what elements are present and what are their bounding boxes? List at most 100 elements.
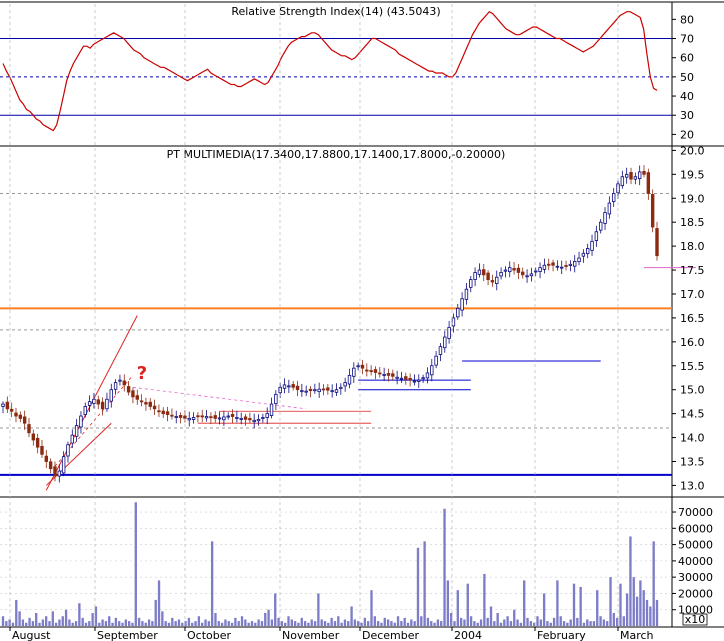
- candle-body: [295, 385, 300, 391]
- panel-frames: [0, 1, 724, 628]
- candle: [581, 249, 586, 263]
- candle-body: [243, 416, 248, 420]
- volume-bar: [459, 617, 463, 626]
- candle: [508, 261, 512, 278]
- candle-body: [352, 367, 356, 377]
- candle-body: [620, 176, 625, 187]
- volume-bar: [539, 619, 542, 626]
- candle-body: [287, 385, 291, 388]
- candle: [421, 374, 425, 383]
- candle: [598, 218, 603, 234]
- candle: [187, 411, 191, 427]
- candle-body: [100, 401, 105, 410]
- volume-bar: [25, 622, 28, 626]
- volume-bar: [582, 622, 586, 626]
- candle-body: [642, 171, 646, 175]
- volume-bar: [217, 621, 220, 626]
- candle-body: [22, 416, 27, 424]
- candle: [27, 418, 31, 438]
- candle: [547, 258, 551, 271]
- volume-bar: [526, 617, 529, 626]
- candle-body: [178, 415, 183, 418]
- candle: [391, 369, 395, 380]
- candle-body: [326, 387, 330, 391]
- candle: [430, 359, 434, 382]
- candle: [144, 397, 148, 411]
- volume-bar: [403, 617, 406, 626]
- candle-body: [248, 418, 252, 421]
- volume-bar: [161, 611, 164, 626]
- candle-body: [200, 415, 204, 418]
- candle: [568, 260, 573, 272]
- volume-bar: [443, 508, 446, 626]
- volume-bar: [234, 617, 237, 626]
- candle-body: [521, 271, 525, 276]
- volume-bar: [303, 621, 307, 626]
- candle: [22, 410, 27, 430]
- candle-body: [18, 414, 23, 419]
- price-tick-label: 14.0: [680, 432, 705, 445]
- volume-bar: [118, 621, 121, 626]
- volume-bar: [367, 621, 370, 626]
- candle: [611, 188, 616, 207]
- rsi-tick-label: 50: [680, 71, 694, 84]
- candle-body: [633, 176, 638, 180]
- candle: [213, 411, 217, 423]
- price-tick-label: 17.0: [680, 288, 705, 301]
- candle-body: [646, 172, 651, 194]
- volume-bar: [197, 616, 201, 626]
- candle-body: [196, 415, 200, 418]
- volume-bar: [191, 622, 194, 626]
- candle-body: [70, 434, 75, 444]
- price-tick-label: 15.0: [680, 384, 705, 397]
- volume-bar: [181, 622, 184, 626]
- candle: [503, 266, 508, 278]
- candle: [274, 390, 278, 411]
- candle-body: [261, 417, 265, 419]
- candle: [217, 411, 222, 425]
- candle-body: [534, 270, 538, 273]
- rsi-axis-ticks: 20 30 40 50 60 70 80: [672, 13, 694, 141]
- volume-bar: [509, 621, 513, 626]
- candle: [330, 384, 334, 398]
- candle: [96, 395, 100, 410]
- volume-bar: [207, 621, 210, 626]
- volume-bar: [347, 621, 350, 626]
- candle: [74, 418, 79, 442]
- volume-bar: [357, 621, 360, 626]
- volume-bar: [141, 621, 144, 626]
- volume-bar: [639, 580, 642, 626]
- volume-bar: [629, 536, 632, 626]
- volume-bar: [562, 621, 566, 626]
- volume-bar: [134, 502, 137, 626]
- candle-body: [343, 382, 347, 387]
- volume-bar: [333, 621, 337, 626]
- volume-bar: [257, 619, 260, 626]
- candle-body: [516, 267, 521, 273]
- candle: [1, 401, 5, 414]
- volume-bar: [264, 612, 267, 626]
- candle: [655, 221, 659, 261]
- candle-body: [421, 377, 425, 380]
- volume-bar: [327, 622, 330, 626]
- candle: [456, 303, 460, 320]
- volume-bar: [280, 621, 284, 626]
- candle: [551, 259, 555, 272]
- volume-bar: [35, 612, 38, 626]
- volume-bar: [330, 617, 333, 626]
- candle: [126, 381, 131, 396]
- candle: [235, 410, 239, 423]
- candle: [135, 389, 139, 405]
- rsi-tick-label: 70: [680, 33, 694, 46]
- candle: [256, 414, 261, 426]
- candle: [321, 384, 326, 396]
- candle: [48, 458, 53, 474]
- volume-bar: [71, 622, 74, 626]
- candle-body: [174, 416, 178, 418]
- rsi-line: [2, 10, 658, 132]
- volume-bar: [81, 617, 84, 626]
- candle-body: [239, 418, 243, 420]
- volume-bar: [486, 617, 489, 626]
- volume-bar: [370, 590, 373, 626]
